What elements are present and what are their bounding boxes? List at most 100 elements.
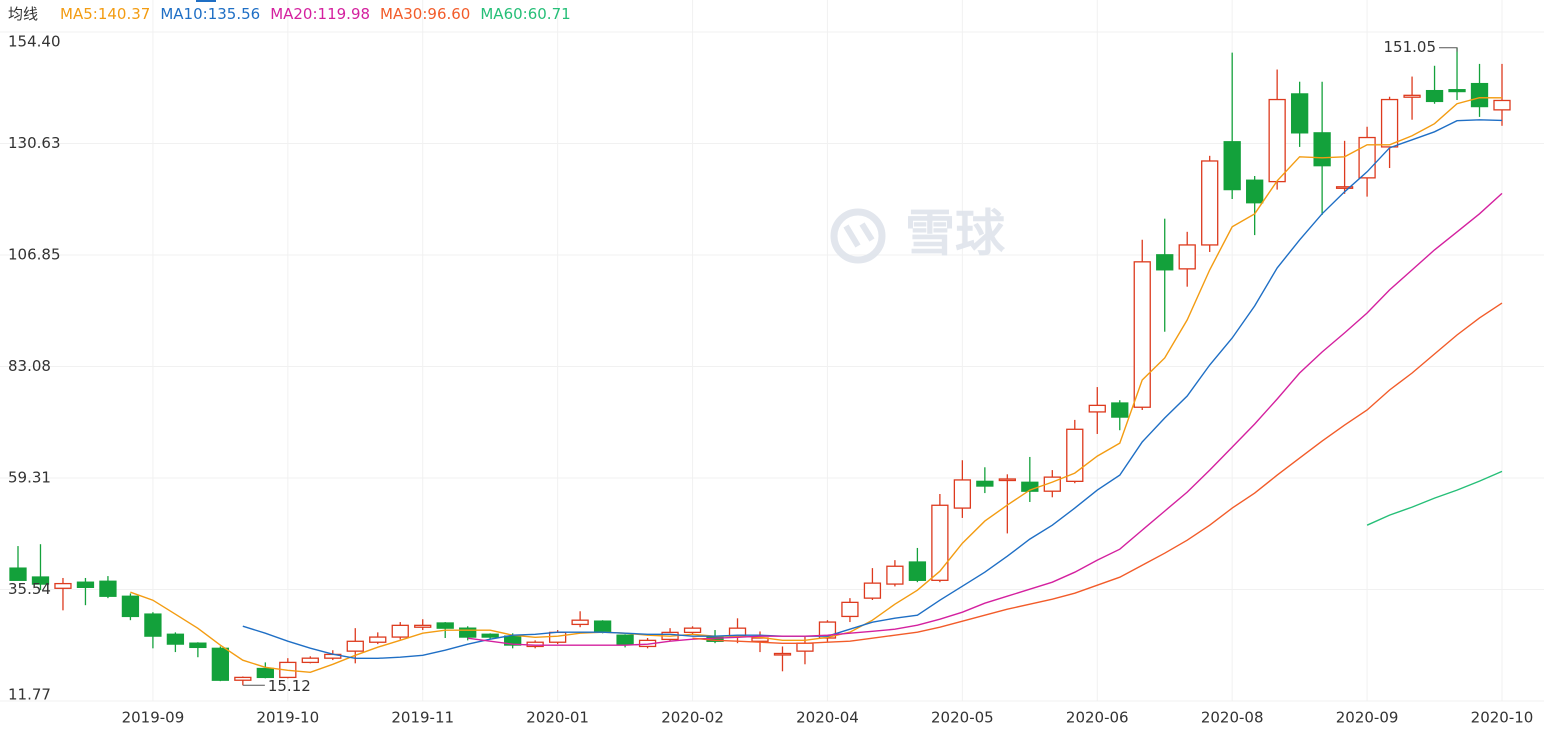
candle-body: [548, 631, 567, 643]
candle-body: [1133, 261, 1151, 408]
x-tick-label: 2020-01: [526, 709, 589, 727]
candle-body: [796, 642, 814, 652]
watermark-logo: [830, 208, 886, 264]
candle-body: [346, 640, 364, 652]
legend-name: MA10: [160, 5, 202, 23]
candle-body: [1290, 93, 1309, 134]
legend-separator: :: [312, 5, 317, 23]
legend-separator: :: [523, 5, 528, 23]
ma-line: [242, 119, 1503, 659]
candle-body: [76, 581, 95, 589]
y-tick-label: 59.31: [8, 469, 51, 487]
y-tick-label: 130.63: [8, 134, 61, 152]
candle-body: [1268, 98, 1286, 183]
candle-body: [1493, 99, 1511, 111]
watermark-text: 雪球: [905, 205, 1006, 263]
candle-body: [571, 619, 589, 626]
candle-body: [886, 565, 904, 585]
x-tick-label: 2020-06: [1066, 709, 1129, 727]
ma-line: [467, 192, 1503, 646]
candle-body: [1425, 89, 1444, 103]
y-tick-label: 83.08: [8, 357, 51, 375]
x-tick-label: 2019-10: [256, 709, 319, 727]
x-tick-label: 2019-11: [391, 709, 454, 727]
candle-body: [211, 647, 230, 681]
candle-body: [414, 624, 432, 628]
candle-body: [54, 582, 72, 589]
candle-body: [1380, 98, 1399, 148]
x-tick-label: 2019-09: [122, 709, 185, 727]
candle-body: [1403, 94, 1421, 98]
ma-lines: [130, 96, 1503, 674]
legend-name: MA30: [380, 5, 422, 23]
candle-body: [31, 576, 50, 585]
candle-body: [391, 624, 409, 638]
candle-body: [616, 634, 634, 645]
x-tick-label: 2020-08: [1201, 709, 1264, 727]
candle-body: [1156, 254, 1174, 271]
candle-body: [593, 620, 612, 634]
legend-separator: :: [203, 5, 208, 23]
candle-body: [1223, 141, 1241, 191]
x-tick-label: 2020-10: [1471, 709, 1534, 727]
watermark-logo-mark: [843, 222, 875, 248]
candle-body: [773, 652, 792, 656]
legend-title: 均线: [8, 5, 38, 23]
y-tick-label: 106.85: [8, 246, 61, 264]
candle-body: [369, 636, 387, 643]
candle-body: [99, 580, 117, 597]
legend-value: 140.37: [98, 5, 151, 23]
grid: [0, 0, 1544, 702]
candle-body: [751, 637, 769, 642]
high-annotation: 151.05: [1384, 38, 1437, 56]
candle-body: [1088, 404, 1106, 413]
candle-body: [301, 657, 319, 664]
legend-value: 135.56: [208, 5, 261, 23]
candle-body: [908, 561, 927, 581]
candle-body: [166, 633, 185, 645]
candle-body: [1111, 402, 1129, 418]
candle-body: [931, 504, 949, 581]
low-annotation: 15.12: [268, 677, 311, 695]
candle-body: [1246, 179, 1264, 204]
candle-body: [863, 582, 882, 599]
candle-body: [1335, 186, 1354, 189]
tab-indicator: [196, 0, 216, 2]
candle-body: [459, 627, 477, 638]
candles: [9, 47, 1511, 686]
candle-body: [1201, 160, 1219, 246]
candle-body: [234, 676, 252, 681]
candle-body: [1313, 132, 1331, 167]
legend-value: 119.98: [318, 5, 371, 23]
legend-separator: :: [422, 5, 427, 23]
ma-line: [692, 302, 1503, 644]
candle-body: [683, 627, 702, 634]
legend-name: MA20: [270, 5, 312, 23]
y-tick-label: 35.54: [8, 580, 51, 598]
candle-body: [1066, 428, 1084, 482]
ma-line: [130, 96, 1503, 674]
candle-body: [256, 667, 274, 679]
candle-body: [189, 642, 207, 649]
candle-body: [436, 622, 454, 629]
legend-separator: :: [93, 5, 98, 23]
y-tick-label: 11.77: [8, 686, 51, 704]
legend-value: 96.60: [427, 5, 470, 23]
x-tick-label: 2020-02: [661, 709, 724, 727]
y-tick-label: 154.40: [8, 33, 61, 51]
legend-name: MA5: [60, 5, 93, 23]
candle-body: [504, 635, 522, 646]
x-tick-label: 2020-05: [931, 709, 994, 727]
legend-name: MA60: [480, 5, 522, 23]
ma-line: [1366, 470, 1503, 526]
candle-body: [1470, 82, 1489, 108]
candle-body: [144, 613, 162, 637]
x-tick-label: 2020-04: [796, 709, 859, 727]
candle-body: [121, 595, 140, 618]
candle-body: [998, 478, 1016, 482]
candle-body: [976, 480, 994, 487]
candle-body: [481, 633, 499, 638]
x-tick-label: 2020-09: [1336, 709, 1399, 727]
candle-body: [1448, 89, 1466, 93]
